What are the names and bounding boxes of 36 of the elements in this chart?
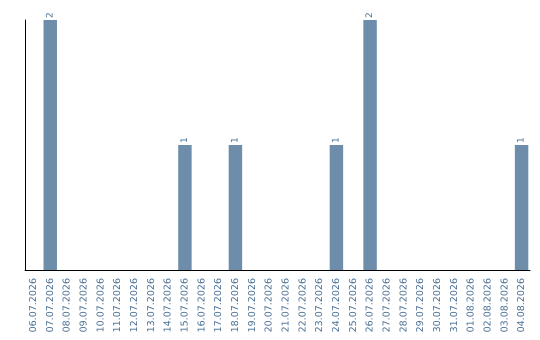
data-label: 2 bbox=[365, 12, 376, 18]
x-tick-label: 19.07.2026 bbox=[246, 278, 258, 332]
x-tick-label: 14.07.2026 bbox=[162, 278, 174, 332]
x-tick-label: 08.07.2026 bbox=[62, 278, 73, 332]
x-tick-label: 06.07.2026 bbox=[28, 278, 39, 332]
x-tick-label: 18.07.2026 bbox=[230, 278, 241, 332]
x-tick-label: 15.07.2026 bbox=[179, 278, 190, 332]
data-label: 1 bbox=[331, 137, 342, 143]
x-tick-label: 03.08.2026 bbox=[499, 278, 510, 332]
data-label: 1 bbox=[180, 137, 190, 143]
x-tick-label: 07.07.2026 bbox=[44, 278, 56, 332]
x-tick-label: 27.07.2026 bbox=[381, 278, 392, 332]
x-tick-label: 10.07.2026 bbox=[95, 278, 106, 332]
x-tick-label: 26.07.2026 bbox=[364, 278, 376, 332]
x-tick-label: 31.07.2026 bbox=[448, 278, 460, 332]
x-tick-label: 11.07.2026 bbox=[112, 278, 124, 332]
x-tick-label: 04.08.2026 bbox=[516, 278, 528, 332]
x-tick-label: 09.07.2026 bbox=[78, 278, 90, 332]
x-tick-label: 22.07.2026 bbox=[297, 278, 308, 332]
data-label: 1 bbox=[230, 137, 240, 143]
x-tick-label: 28.07.2026 bbox=[398, 278, 410, 332]
data-label: 1 bbox=[516, 137, 527, 143]
x-tick-label: 29.07.2026 bbox=[415, 278, 426, 332]
x-tick-label: 30.07.2026 bbox=[432, 278, 443, 332]
x-tick-label: 13.07.2026 bbox=[146, 278, 157, 332]
data-label: 2 bbox=[45, 12, 56, 18]
x-tick-label: 16.07.2026 bbox=[196, 278, 208, 332]
x-tick-label: 25.07.2026 bbox=[348, 278, 359, 332]
x-tick-label: 24.07.2026 bbox=[330, 278, 342, 332]
x-tick-label: 21.07.2026 bbox=[280, 278, 292, 332]
x-tick-label: 17.07.2026 bbox=[213, 278, 224, 332]
x-tick-label: 01.08.2026 bbox=[466, 278, 477, 332]
x-tick-label: 20.07.2026 bbox=[264, 278, 275, 332]
x-tick-label: 02.08.2026 bbox=[482, 278, 494, 332]
x-tick-label: 12.07.2026 bbox=[128, 278, 140, 332]
x-tick-label: 23.07.2026 bbox=[314, 278, 326, 332]
